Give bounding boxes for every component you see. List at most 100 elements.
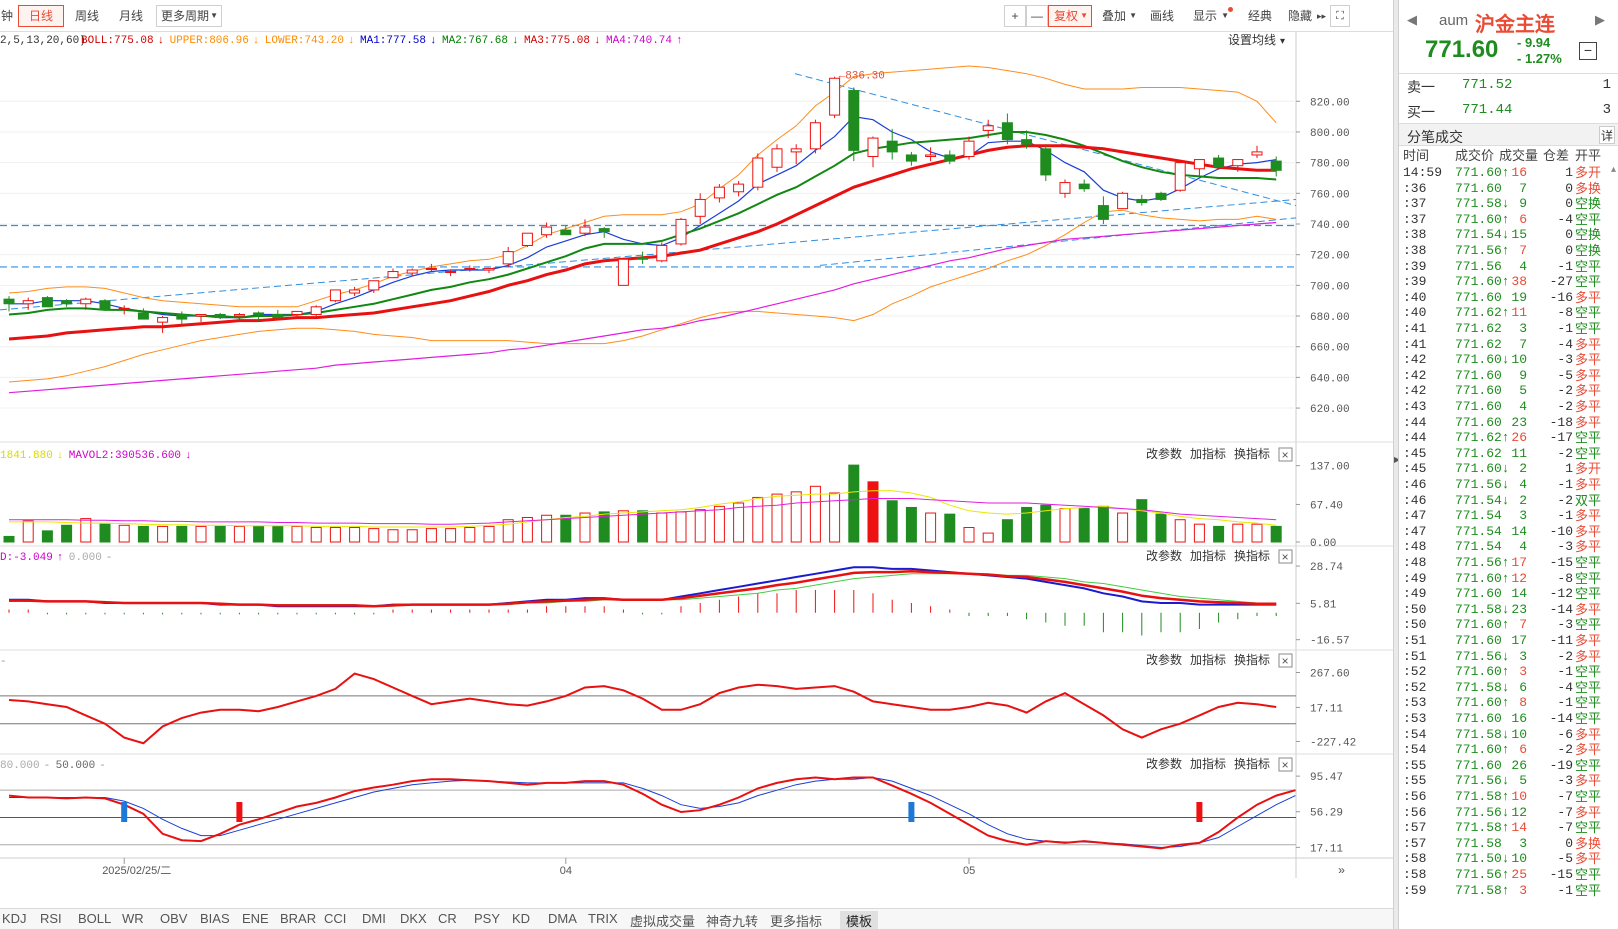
y-tick-label: 800.00 — [1310, 128, 1350, 140]
tick-oi-change: -2 — [1557, 648, 1573, 664]
indicator-tab[interactable]: CR — [438, 911, 457, 926]
tick-row: :42 771.60 9 -5 多平 — [1399, 368, 1618, 384]
switch-indicator-button[interactable]: 换指标 — [1234, 446, 1270, 461]
tick-time: :48 — [1403, 555, 1427, 570]
arrow-down-icon: ↓ — [512, 35, 519, 47]
change-params-button[interactable]: 改参数 — [1146, 652, 1182, 667]
tick-open-close: 多平 — [1575, 383, 1602, 399]
scroll-right-icon[interactable]: » — [1338, 864, 1345, 878]
volume-bar — [406, 529, 418, 543]
indicator-tab[interactable]: WR — [122, 911, 144, 926]
ticks-detail-button[interactable]: 详 — [1599, 126, 1615, 144]
collapse-arrow-icon[interactable]: ▶ — [1394, 455, 1400, 464]
indicator-tab[interactable]: 神奇九转 — [706, 914, 759, 929]
switch-indicator-button[interactable]: 换指标 — [1234, 652, 1270, 667]
boll-upper-line — [8, 65, 1277, 308]
scroll-up-icon[interactable]: ▴ — [1610, 164, 1616, 175]
col-price: 成交价 — [1455, 148, 1495, 163]
indicator-tab[interactable]: 更多指标 — [770, 914, 823, 929]
tick-time: :38 — [1403, 227, 1427, 243]
volume-bar — [349, 527, 361, 543]
legend-prefix: 2,5,13,20,60) — [0, 35, 86, 47]
chart-canvas[interactable]: BOLL:775.08 ↓ UPPER:806.96 ↓ LOWER:743.20 ↓ MA… — [0, 32, 1393, 908]
indicator-tab[interactable]: RSI — [40, 911, 62, 926]
indicator-tab[interactable]: DMI — [362, 911, 386, 926]
display-dropdown[interactable]: 显示 ▼ — [1186, 5, 1234, 27]
indicator-tab[interactable]: 模板 — [840, 911, 879, 929]
tick-volume: 3 — [1519, 835, 1527, 851]
indicator-tab[interactable]: 虚拟成交量 — [630, 914, 696, 929]
indicator-tab[interactable]: BOLL — [78, 911, 112, 926]
switch-indicator-button[interactable]: 换指标 — [1234, 756, 1270, 771]
volume-bar — [963, 527, 975, 543]
tick-open-close: 空平 — [1575, 882, 1602, 898]
tick-volume: 23 — [1511, 601, 1527, 617]
close-panel-icon[interactable] — [1278, 757, 1293, 772]
remove-watch-icon[interactable]: − — [1579, 42, 1597, 60]
tick-open-close: 空平 — [1575, 586, 1602, 602]
more-periods-dropdown[interactable]: 更多周期 ▼ — [156, 5, 222, 27]
indicator-tab[interactable]: ENE — [242, 911, 269, 926]
indicator-tab[interactable]: BRAR — [280, 911, 317, 926]
switch-indicator-button[interactable]: 换指标 — [1234, 548, 1270, 563]
next-contract-arrow-icon[interactable]: ▶ — [1595, 12, 1605, 27]
daily-period-button[interactable]: 日线 — [18, 5, 64, 27]
indicator-tab[interactable]: DMA — [548, 911, 577, 926]
classic-button[interactable]: 经典 — [1247, 9, 1272, 23]
volume-bar — [41, 530, 53, 543]
tick-volume: 19 — [1511, 289, 1527, 305]
zoom-out-button[interactable]: — — [1026, 5, 1048, 27]
tick-price: 771.60 — [1455, 633, 1502, 648]
add-indicator-button[interactable]: 加指标 — [1190, 548, 1226, 563]
draw-line-button[interactable]: 画线 — [1149, 9, 1174, 23]
volume-bar — [1251, 523, 1263, 543]
hide-button[interactable]: 隐藏 ▸▸ — [1284, 5, 1328, 27]
tick-volume: 6 — [1519, 679, 1527, 695]
tick-open-close: 多平 — [1575, 804, 1602, 820]
ma-settings-dropdown[interactable]: 设置均线 — [1228, 33, 1276, 47]
weekly-period-button[interactable]: 周线 — [74, 9, 99, 23]
candle-body — [349, 289, 361, 294]
chevron-down-icon: ▼ — [1080, 11, 1088, 20]
candle-body — [982, 125, 994, 131]
zoom-in-button[interactable]: + — [1004, 5, 1026, 27]
change-params-button[interactable]: 改参数 — [1146, 756, 1182, 771]
volume-bar — [1001, 519, 1013, 543]
tick-time: :57 — [1403, 835, 1427, 851]
add-indicator-button[interactable]: 加指标 — [1190, 652, 1226, 667]
add-indicator-button[interactable]: 加指标 — [1190, 446, 1226, 461]
prev-contract-arrow-icon[interactable]: ◀ — [1407, 12, 1417, 27]
indicator-tab[interactable]: DKX — [400, 911, 427, 926]
ma2-line — [8, 131, 1277, 319]
overlay-dropdown[interactable]: 叠加 ▼ — [1096, 5, 1140, 27]
change-params-button[interactable]: 改参数 — [1146, 548, 1182, 563]
indicator-tab[interactable]: OBV — [160, 911, 188, 926]
tick-time: :58 — [1403, 867, 1427, 882]
y-tick-label: 720.00 — [1310, 251, 1350, 263]
notification-dot-icon — [1228, 7, 1233, 12]
volume-bar — [1232, 523, 1244, 543]
indicator-tab[interactable]: KD — [512, 911, 531, 926]
indicator-tab[interactable]: KDJ — [2, 911, 27, 926]
tick-open-close: 空平 — [1575, 617, 1602, 633]
tick-open-close: 双平 — [1575, 492, 1602, 508]
restore-rights-dropdown[interactable]: 复权 ▼ — [1048, 5, 1092, 27]
indicator-tab[interactable]: TRIX — [588, 911, 618, 926]
panel-splitter[interactable]: ▶ — [1393, 0, 1400, 929]
tick-price: 771.60 — [1455, 180, 1502, 196]
minute-period-button[interactable]: 钟 — [1, 9, 14, 23]
indicator-tab[interactable]: CCI — [324, 911, 347, 926]
tick-time: :44 — [1403, 430, 1427, 446]
indicator-tab[interactable]: BIAS — [200, 911, 230, 926]
close-panel-icon[interactable] — [1278, 653, 1293, 668]
indicator-tab[interactable]: PSY — [474, 911, 501, 926]
change-params-button[interactable]: 改参数 — [1146, 446, 1182, 461]
fullscreen-icon[interactable]: ⛶ — [1330, 5, 1350, 27]
tick-time: :53 — [1403, 711, 1427, 726]
ticks-header: 时间 成交价 成交量 仓差 开平 — [1399, 148, 1618, 164]
close-panel-icon[interactable] — [1278, 447, 1293, 462]
monthly-period-button[interactable]: 月线 — [118, 9, 143, 23]
tick-time: :41 — [1403, 336, 1427, 352]
add-indicator-button[interactable]: 加指标 — [1190, 756, 1226, 771]
close-panel-icon[interactable] — [1278, 549, 1293, 564]
